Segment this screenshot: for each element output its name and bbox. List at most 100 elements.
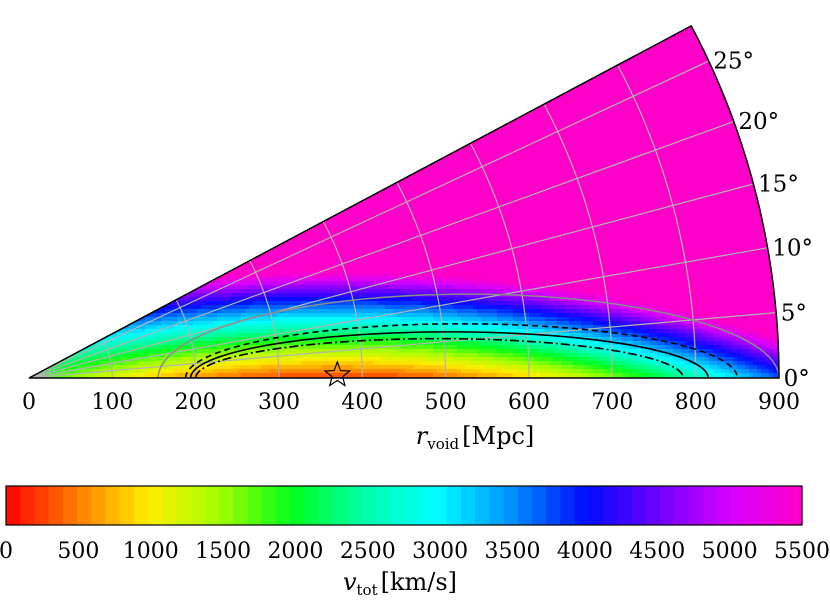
colorbar-tick-label: 1500	[195, 539, 251, 564]
colorbar-band	[560, 486, 576, 525]
radial-axis-label: rvoid [Mpc]	[416, 422, 535, 453]
colorbar-band	[318, 486, 334, 525]
colorbar-band	[404, 486, 419, 525]
colorbar-band	[645, 486, 661, 525]
angular-tick-label: 5°	[781, 300, 807, 326]
colorbar-band	[446, 486, 462, 525]
colorbar-band	[105, 486, 121, 525]
colorbar-band	[546, 486, 561, 525]
colorbar-tick-label: 4000	[557, 539, 613, 564]
angular-tick-label: 10°	[772, 235, 813, 261]
radial-tick-label: 200	[175, 390, 217, 415]
star-marker	[323, 360, 352, 387]
angular-tick-label: 20°	[738, 109, 779, 135]
colorbar-band	[361, 486, 377, 525]
colorbar-band	[219, 486, 235, 525]
colorbar-band	[261, 486, 277, 525]
colorbar-band	[773, 486, 789, 525]
angular-tick-label: 15°	[758, 171, 799, 197]
colorbar-band	[418, 486, 434, 525]
colorbar-band	[730, 486, 746, 525]
colorbar-band	[745, 486, 760, 525]
colorbar-band	[6, 486, 21, 525]
contour-solid-0	[157, 293, 779, 379]
colorbar-tick-label: 5000	[702, 539, 758, 564]
colorbar-band	[62, 486, 78, 525]
colorbar-tick-label: 3500	[485, 539, 541, 564]
radial-tick-label: 500	[425, 390, 467, 415]
star-marker-layer	[323, 360, 352, 387]
contour-lines	[157, 293, 779, 379]
colorbar-band	[702, 486, 718, 525]
polar-grid	[29, 60, 777, 379]
colorbar-band	[347, 486, 362, 525]
radial-tick-label: 0	[22, 390, 36, 415]
colorbar-band	[460, 486, 476, 525]
radial-tick-label: 300	[258, 390, 300, 415]
colorbar-band	[20, 486, 36, 525]
colorbar-label: vtot [km/s]	[343, 568, 457, 599]
colorbar-band	[759, 486, 775, 525]
radial-tick-label: 800	[675, 390, 717, 415]
colorbar-band	[48, 486, 64, 525]
colorbar-band	[603, 486, 618, 525]
colorbar-band	[659, 486, 675, 525]
colorbar-band	[176, 486, 192, 525]
contour-dashdot-3	[194, 337, 684, 379]
colorbar-band	[276, 486, 291, 525]
colorbar-band	[432, 486, 448, 525]
colorbar-band	[133, 486, 149, 525]
colorbar-band	[489, 486, 505, 525]
colorbar-band	[77, 486, 92, 525]
colorbar-band	[205, 486, 220, 525]
colorbar-frame	[5, 485, 803, 526]
velocity-heatmap	[29, 25, 779, 379]
radial-tick-label: 600	[508, 390, 550, 415]
colorbar-band	[119, 486, 135, 525]
colorbar-band	[517, 486, 533, 525]
colorbar-band	[34, 486, 50, 525]
colorbar-band	[787, 486, 803, 525]
colorbar-bands	[6, 486, 803, 525]
colorbar-band	[389, 486, 405, 525]
colorbar: 0 500 1000 1500 2000 2500 3000 3500 4000 4500 5000…	[0, 485, 830, 599]
colorbar-band	[574, 486, 590, 525]
contour-solid-2	[189, 331, 709, 379]
contour-dashed-1	[184, 322, 739, 379]
colorbar-band	[247, 486, 263, 525]
colorbar-band	[531, 486, 547, 525]
angular-tick-label: 25°	[713, 48, 754, 74]
angular-tick-labels: 0° 5° 10° 15° 20° 25°	[713, 48, 813, 392]
colorbar-band	[475, 486, 490, 525]
colorbar-tick-label: 5500	[774, 539, 830, 564]
colorbar-band	[588, 486, 604, 525]
colorbar-tick-label: 2500	[340, 539, 396, 564]
colorbar-tick-label: 1000	[123, 539, 179, 564]
radial-tick-label: 100	[91, 390, 133, 415]
colorbar-tick-label: 2000	[267, 539, 323, 564]
colorbar-band	[631, 486, 647, 525]
colorbar-tick-label: 0	[0, 539, 13, 564]
colorbar-tick-labels: 0 500 1000 1500 2000 2500 3000 3500 4000 4500 5000…	[0, 539, 830, 564]
radial-tick-label: 400	[341, 390, 383, 415]
radial-tick-label: 900	[758, 390, 800, 415]
colorbar-band	[688, 486, 704, 525]
colorbar-band	[290, 486, 306, 525]
colorbar-tick-label: 500	[57, 539, 99, 564]
colorbar-band	[148, 486, 163, 525]
colorbar-band	[233, 486, 249, 525]
colorbar-tick-label: 3000	[412, 539, 468, 564]
radial-tick-label: 700	[591, 390, 633, 415]
colorbar-band	[304, 486, 320, 525]
polar-plot-area: 0 100 200 300 400 500 600 700 800 900 0° 5° 10° 15° 2…	[22, 24, 813, 453]
colorbar-band	[617, 486, 633, 525]
colorbar-band	[674, 486, 689, 525]
colorbar-tick-label: 4500	[629, 539, 685, 564]
colorbar-band	[162, 486, 178, 525]
wedge-outline	[28, 24, 780, 379]
colorbar-band	[375, 486, 391, 525]
colorbar-band	[332, 486, 348, 525]
radial-tick-labels: 0 100 200 300 400 500 600 700 800 900	[22, 390, 800, 415]
colorbar-band	[91, 486, 107, 525]
